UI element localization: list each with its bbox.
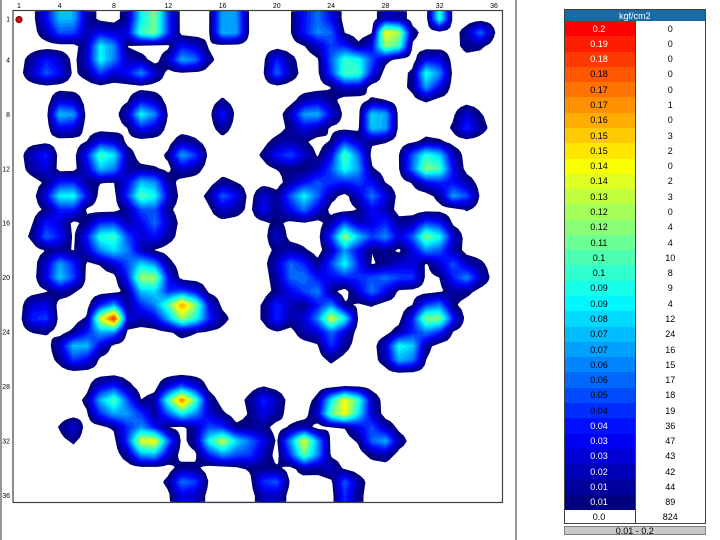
svg-text:4: 4 — [6, 57, 10, 64]
svg-text:16: 16 — [2, 221, 10, 228]
svg-text:8: 8 — [6, 112, 10, 119]
svg-text:20: 20 — [2, 275, 10, 282]
svg-text:32: 32 — [2, 439, 10, 446]
svg-text:28: 28 — [2, 384, 10, 391]
svg-text:28: 28 — [382, 3, 390, 10]
svg-text:12: 12 — [164, 3, 172, 10]
svg-text:36: 36 — [490, 3, 498, 10]
svg-text:8: 8 — [112, 3, 116, 10]
svg-text:36: 36 — [2, 493, 10, 500]
svg-text:24: 24 — [327, 3, 335, 10]
svg-text:24: 24 — [2, 330, 10, 337]
svg-text:32: 32 — [436, 3, 444, 10]
svg-text:16: 16 — [219, 3, 227, 10]
svg-text:12: 12 — [2, 166, 10, 173]
svg-text:1: 1 — [17, 3, 21, 10]
svg-text:1: 1 — [6, 17, 10, 24]
svg-text:4: 4 — [58, 3, 62, 10]
svg-text:20: 20 — [273, 3, 281, 10]
